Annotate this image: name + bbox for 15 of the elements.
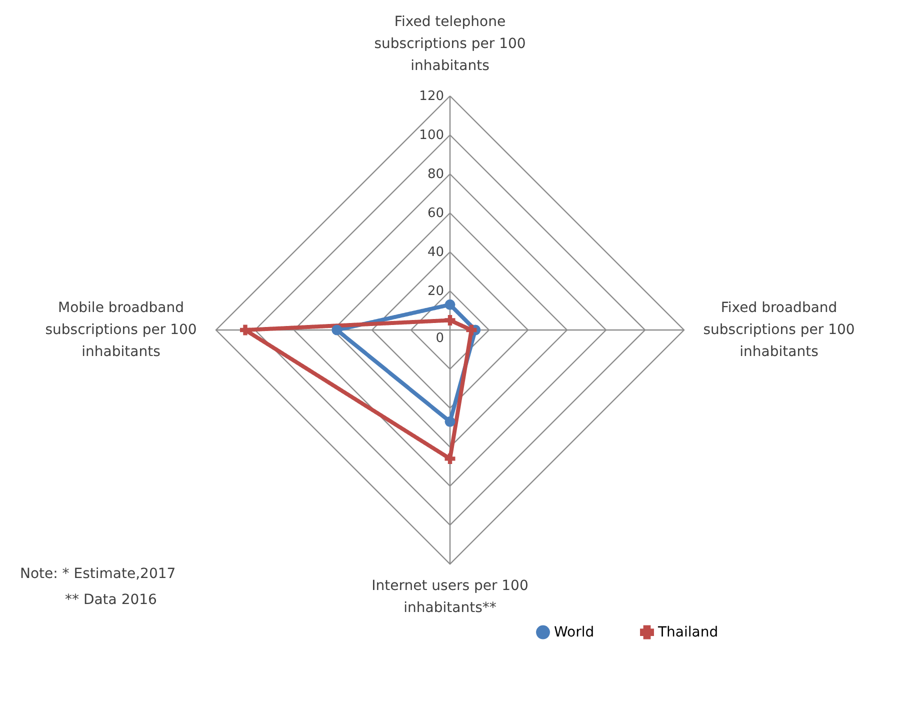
y-tick-label: 60 bbox=[427, 206, 444, 221]
text: Note: * Estimate,2017 bbox=[20, 566, 176, 582]
text: ** Data 2016 bbox=[65, 592, 158, 608]
y-tick-label: 120 bbox=[419, 89, 444, 104]
spoke-label: Fixed telephone subscriptions per 100 inhabitants bbox=[374, 14, 526, 74]
y-tick-label: 0 bbox=[436, 331, 444, 346]
legend-label: Thailand bbox=[657, 624, 718, 640]
spoke-label: Fixed broadband subscriptions per 100 inhabitants bbox=[703, 300, 855, 360]
spoke-label: Mobile broadband subscriptions per 100 inhabitants bbox=[45, 300, 197, 360]
y-tick-label: 100 bbox=[419, 128, 444, 143]
legend-label: World bbox=[554, 624, 594, 640]
spoke-label: Internet users per 100 inhabitants** bbox=[372, 578, 528, 616]
y-tick-label: 40 bbox=[427, 245, 444, 260]
y-tick-label: 80 bbox=[427, 167, 444, 182]
y-tick-label: 20 bbox=[427, 284, 444, 299]
